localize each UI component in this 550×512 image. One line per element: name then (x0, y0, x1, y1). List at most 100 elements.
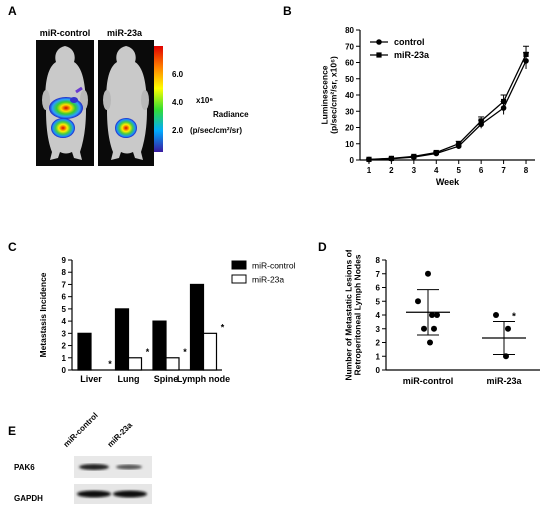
bar-miR-control-Spine (152, 320, 167, 371)
y-tick-label: 4 (376, 311, 381, 320)
y-axis-label: Number of Metastatic Lesions ofRetroperi… (343, 250, 362, 381)
data-point-miR-23a (505, 325, 511, 332)
data-point-miR-control (421, 325, 427, 332)
y-tick-label: 7 (376, 270, 381, 279)
significance-star: * (183, 347, 187, 357)
mouse-image-panel (36, 40, 154, 166)
blot-label-pak6: PAK6 (14, 463, 35, 472)
data-point-miR-23a (500, 98, 507, 105)
x-tick-label: 7 (501, 166, 506, 175)
significance-star: * (221, 322, 225, 332)
legend-swatch-miR-control (231, 260, 247, 270)
x-tick-label: 8 (524, 166, 529, 175)
y-tick-label: 80 (345, 26, 354, 35)
panel-letter-d: D (318, 240, 327, 254)
data-point-miR-23a (493, 312, 499, 318)
data-point-miR-control (429, 312, 435, 318)
y-tick-label: 6 (376, 284, 381, 293)
colorbar-tick-6: 6.0 (172, 70, 184, 79)
significance-star: * (146, 347, 150, 357)
blot-lane-mir23a: miR-23a (105, 420, 135, 449)
colorbar-title: Radiance (213, 110, 249, 119)
colorbar-scale: x10⁶ (196, 96, 214, 105)
data-point-miR-control (425, 270, 431, 277)
colorbar-tick-2: 2.0 (172, 126, 184, 135)
panel-letter-e: E (8, 424, 17, 438)
panel-letter-b: B (283, 4, 292, 18)
blot-label-gapdh: GAPDH (14, 494, 43, 503)
x-tick-label: 5 (456, 166, 461, 175)
band-gapdh-control (77, 490, 111, 498)
panel-letter-a: A (8, 4, 17, 18)
y-tick-label: 1 (376, 352, 381, 361)
y-tick-label: 2 (376, 339, 381, 348)
y-tick-label: 3 (62, 329, 67, 338)
x-tick-label: miR-23a (486, 376, 522, 386)
x-tick-label: 3 (412, 166, 417, 175)
blot-lane-control: miR-control (61, 410, 100, 449)
x-tick-label: Lymph node (177, 374, 230, 384)
x-tick-label: miR-control (403, 376, 454, 386)
y-tick-label: 8 (376, 256, 381, 265)
signal-control-lower (51, 118, 75, 138)
radiance-colorbar (154, 46, 163, 152)
y-tick-label: 40 (345, 91, 354, 100)
legend-label-miR-control: miR-control (252, 261, 296, 271)
bar-miR-control-Lung (114, 308, 130, 371)
band-pak6-control (79, 464, 109, 470)
y-tick-label: 20 (345, 124, 354, 133)
mouse-label-mir23a: miR-23a (106, 28, 142, 38)
panel-letter-c: C (8, 240, 17, 254)
signal-mir23a (115, 118, 137, 138)
colorbar-tick-4: 4.0 (172, 98, 184, 107)
y-tick-label: 3 (376, 325, 381, 334)
blot-membrane-pak6 (74, 456, 152, 478)
data-point-miR-control (431, 325, 437, 332)
chart-metastasis-incidence: 0 1 2 3 4 5 6 7 8 9 Metastasis Incidence * Liver * Lun… (38, 256, 296, 384)
data-point-miR-23a (388, 155, 395, 161)
legend-label-miR-23a: miR-23a (252, 275, 284, 285)
significance-star: * (108, 359, 112, 369)
mouse-label-control: miR-control (39, 28, 91, 38)
y-tick-label: 1 (62, 354, 67, 363)
y-tick-label: 2 (62, 342, 67, 351)
legend-marker-miR-23a (376, 52, 382, 58)
bar-miR-23a-Spine (165, 357, 180, 371)
y-tick-label: 30 (345, 107, 354, 116)
colorbar-unit: (p/sec/cm²/sr) (190, 126, 243, 135)
bar-miR-23a-Lymph node (202, 332, 218, 371)
data-point-miR-control (427, 339, 433, 346)
legend-label-control: control (394, 37, 425, 47)
x-tick-label: 2 (389, 166, 394, 175)
bar-miR-control-Lymph node (189, 283, 205, 371)
legend-marker-control (376, 39, 382, 45)
data-point-miR-23a (456, 141, 462, 147)
chart-lymph-lesions: 0 1 2 3 4 5 6 7 8 Number of Metastatic Lesions of… (343, 250, 540, 386)
x-tick-label: Liver (80, 374, 102, 384)
series-line-miR-23a (368, 54, 527, 160)
y-tick-label: 6 (62, 293, 67, 302)
x-axis-label: Week (436, 177, 460, 187)
significance-star: * (512, 311, 516, 322)
y-axis-label: Metastasis Incidence (38, 272, 48, 357)
y-tick-label: 0 (350, 156, 355, 165)
x-tick-label: 4 (434, 166, 439, 175)
data-point-miR-23a (433, 149, 439, 156)
x-tick-label: Spine (154, 374, 179, 384)
y-tick-label: 50 (345, 75, 354, 84)
y-axis-label: Luminescence(p/sec/cm²/sr, x10⁶) (319, 56, 338, 134)
y-tick-label: 8 (62, 268, 67, 277)
y-tick-label: 9 (62, 256, 67, 265)
chart-luminescence: 0 10 20 30 40 50 60 70 80 1 2 3 4 5 6 7 8 Week Luminescenc… (319, 26, 535, 187)
y-tick-label: 60 (345, 59, 354, 68)
y-tick-label: 7 (62, 280, 67, 289)
data-point-miR-23a (366, 156, 372, 162)
data-point-miR-23a (478, 118, 484, 124)
legend-label-miR-23a: miR-23a (394, 50, 430, 60)
band-pak6-mir23a (116, 464, 142, 470)
bar-miR-control-Liver (77, 332, 92, 371)
bar-miR-23a-Lung (127, 357, 143, 371)
y-tick-label: 4 (62, 317, 67, 326)
data-point-miR-control (415, 298, 421, 305)
y-tick-label: 0 (62, 366, 67, 375)
